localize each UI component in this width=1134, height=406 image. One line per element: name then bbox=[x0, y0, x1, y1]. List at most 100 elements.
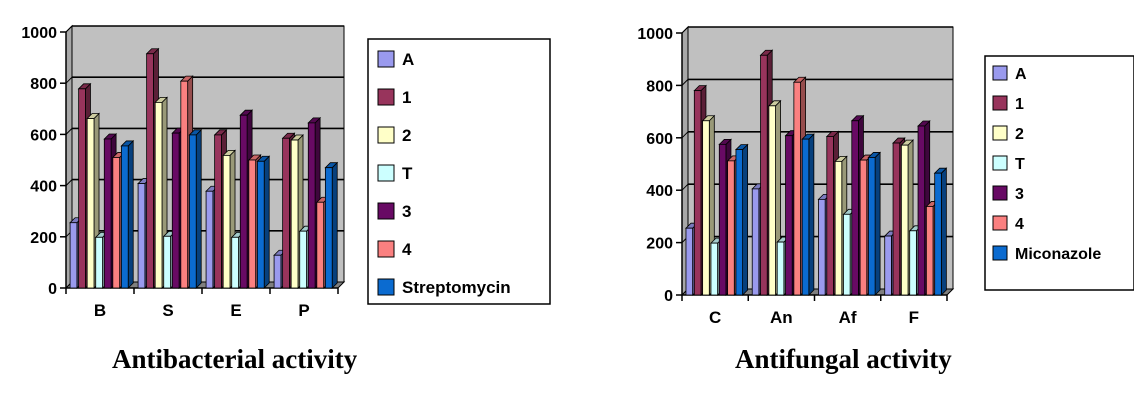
bar bbox=[933, 167, 948, 296]
bar bbox=[256, 155, 271, 289]
bar-front bbox=[188, 134, 197, 289]
bar-front bbox=[851, 120, 859, 296]
bar-front bbox=[718, 143, 727, 296]
bar-front bbox=[205, 190, 214, 289]
y-tick-label: 600 bbox=[646, 131, 673, 148]
x-tick-label: F bbox=[909, 308, 919, 327]
bar-front bbox=[95, 236, 103, 289]
bar-front bbox=[900, 144, 909, 296]
bar-front bbox=[843, 213, 851, 296]
bar-front bbox=[826, 136, 834, 296]
legend-swatch bbox=[377, 278, 395, 296]
gridline-diag bbox=[681, 79, 689, 86]
legend-label: Miconazole bbox=[1015, 246, 1101, 263]
antibacterial-chart-svg: 0 200 400 600 800 1000 B S E P A 1 2 T 3 4 Streptomycin bbox=[21, 24, 551, 320]
legend-swatch bbox=[377, 50, 395, 68]
bar-front bbox=[834, 160, 843, 296]
bar-front bbox=[239, 114, 248, 289]
legend-label: 2 bbox=[402, 126, 411, 145]
legend-swatch bbox=[377, 164, 395, 182]
legend: A 1 2 T 3 4 Miconazole bbox=[984, 55, 1134, 291]
bar bbox=[801, 133, 815, 296]
legend-label: A bbox=[1015, 66, 1027, 83]
y-tick-label: 0 bbox=[664, 288, 673, 305]
x-tick-label: E bbox=[230, 301, 241, 320]
legend-label: Streptomycin bbox=[402, 278, 511, 297]
legend-label: 4 bbox=[402, 240, 412, 259]
bar-front bbox=[299, 230, 307, 289]
bar-front bbox=[868, 157, 876, 296]
bar-front bbox=[776, 241, 785, 296]
bar bbox=[120, 139, 135, 289]
bar-front bbox=[934, 172, 942, 296]
legend-label: 2 bbox=[1015, 126, 1024, 143]
legend-item: 1 bbox=[377, 88, 411, 107]
bar-side bbox=[808, 133, 815, 296]
y-tick-label: 400 bbox=[30, 179, 57, 196]
legend-item: A bbox=[377, 50, 414, 69]
bar-front bbox=[735, 149, 744, 296]
bar-front bbox=[273, 254, 282, 289]
legend-swatch bbox=[377, 88, 395, 106]
legend-item: 1 bbox=[992, 95, 1024, 113]
bar bbox=[734, 143, 749, 296]
bar-front bbox=[171, 132, 180, 289]
legend-swatch bbox=[992, 245, 1008, 261]
bar-side bbox=[742, 143, 749, 296]
x-tick-label: An bbox=[770, 308, 793, 327]
x-tick-label: P bbox=[298, 301, 309, 320]
legend-label: T bbox=[402, 164, 413, 183]
y-tick-label: 400 bbox=[646, 183, 673, 200]
bar-front bbox=[163, 235, 171, 289]
bar-side bbox=[263, 155, 270, 289]
bar-front bbox=[180, 80, 189, 289]
legend-label: A bbox=[402, 50, 414, 69]
legend-swatch bbox=[992, 185, 1008, 201]
gridline-diag bbox=[681, 26, 689, 34]
bar-front bbox=[768, 105, 776, 296]
bar-front bbox=[86, 118, 95, 289]
bar-front bbox=[818, 198, 826, 296]
x-tick-label: S bbox=[162, 301, 173, 320]
bar-front bbox=[917, 125, 926, 296]
bar-front bbox=[785, 135, 793, 296]
legend-item: 4 bbox=[992, 215, 1024, 233]
bar-front bbox=[290, 139, 299, 289]
gridline-diag bbox=[65, 76, 73, 84]
bar bbox=[324, 161, 339, 289]
bar-front bbox=[760, 54, 768, 296]
legend-label: 1 bbox=[402, 88, 411, 107]
bar-front bbox=[256, 160, 265, 289]
legend-swatch bbox=[992, 215, 1008, 231]
x-tick-label: C bbox=[709, 308, 721, 327]
legend-item: Streptomycin bbox=[377, 278, 511, 297]
legend-item: 2 bbox=[377, 126, 411, 145]
bar-front bbox=[909, 230, 917, 296]
legend-item: Miconazole bbox=[992, 245, 1101, 263]
antifungal-chart-svg: 0 200 400 600 800 1000 C An Af F A 1 2 T 3 4 Miconazole bbox=[637, 25, 1134, 327]
y-tick-label: 200 bbox=[646, 236, 673, 253]
x-tick-label: B bbox=[94, 301, 106, 320]
legend-swatch bbox=[377, 126, 395, 144]
bar-front bbox=[154, 102, 163, 289]
antibacterial-caption: Antibacterial activity bbox=[112, 344, 358, 374]
bar-front bbox=[316, 201, 325, 289]
legend-swatch bbox=[992, 95, 1008, 111]
y-tick-label: 800 bbox=[30, 76, 57, 93]
bar-side bbox=[127, 139, 134, 289]
bar-front bbox=[112, 157, 121, 289]
legend-item: A bbox=[992, 65, 1027, 83]
bar-front bbox=[324, 167, 333, 289]
bar-side bbox=[874, 151, 881, 296]
bar-side bbox=[940, 167, 947, 296]
bar-front bbox=[214, 134, 222, 289]
bar-front bbox=[146, 53, 154, 289]
bar-front bbox=[884, 235, 892, 296]
legend-swatch bbox=[377, 202, 395, 220]
bar-front bbox=[231, 236, 239, 289]
legend-item: 4 bbox=[377, 240, 412, 259]
y-tick-label: 800 bbox=[646, 78, 673, 95]
bar-front bbox=[222, 154, 231, 289]
bar-front bbox=[859, 159, 868, 296]
bar-side bbox=[195, 128, 202, 289]
